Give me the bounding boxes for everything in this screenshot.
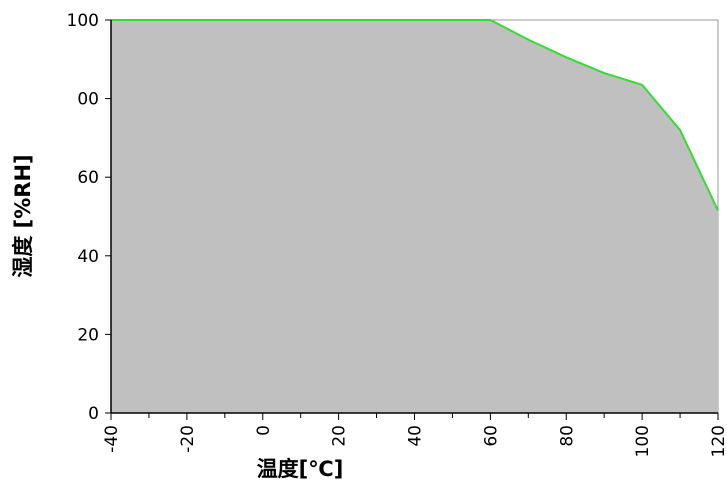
x-tick-label: 80 [557,425,577,447]
y-tick-label: 100 [67,11,99,31]
line [111,19,719,212]
x-tick-label: 60 [481,425,501,447]
x-tick-label: -40 [102,425,122,453]
y-axis-label: 湿度 [%RH] [11,154,35,277]
x-tick-label: 40 [406,425,426,447]
y-tick-label: 60 [77,168,99,188]
y-tick-label: 0 [88,404,99,424]
y-tick-label: 00 [77,90,99,110]
y-tick-label: 40 [77,247,99,267]
x-axis-label: 温度[℃] [257,457,344,481]
x-tick-label: 20 [330,425,350,447]
y-tick-label: 20 [77,325,99,345]
area [111,20,718,413]
x-tick-label: 120 [709,425,727,457]
x-tick-label: 0 [254,425,274,436]
x-tick-label: -20 [178,425,198,453]
x-tick-label: 100 [633,425,653,457]
